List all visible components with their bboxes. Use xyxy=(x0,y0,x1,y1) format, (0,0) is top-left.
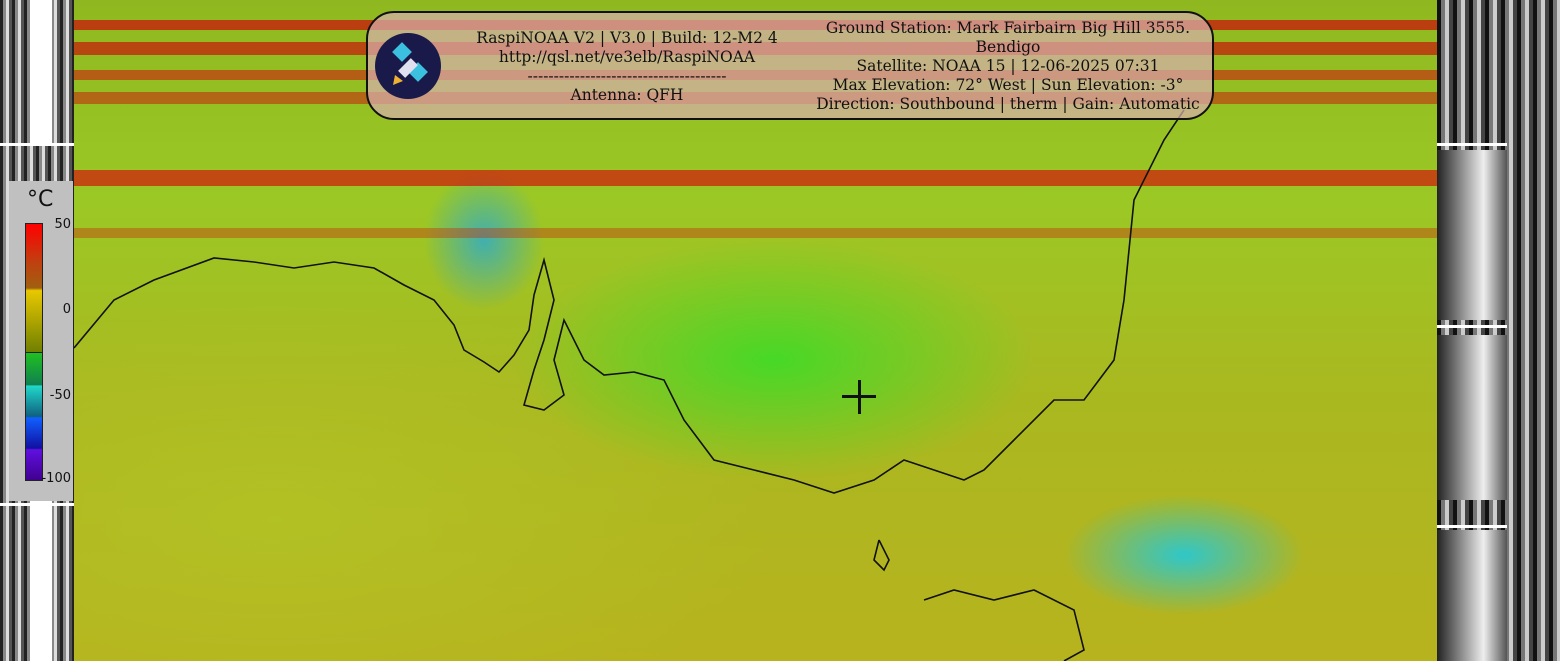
software-version: RaspiNOAA V2 | V3.0 | Build: 12-M2 4 xyxy=(476,29,778,47)
color-scale-lower xyxy=(25,352,43,481)
station-location: Bendigo xyxy=(975,38,1041,56)
satellite-icon xyxy=(375,33,441,99)
divider-line: -------------------------------------- xyxy=(527,67,727,85)
ground-station: Ground Station: Mark Fairbairn Big Hill … xyxy=(825,19,1191,37)
antenna-info: Antenna: QFH xyxy=(570,86,684,104)
crosshair-icon xyxy=(842,380,876,414)
project-url: http://qsl.net/ve3elb/RaspiNOAA xyxy=(498,48,756,66)
elevation-info: Max Elevation: 72° West | Sun Elevation:… xyxy=(832,76,1184,94)
satellite-pass: Satellite: NOAA 15 | 12-06-2025 07:31 xyxy=(856,57,1160,75)
tick-minus-100: -100 xyxy=(41,471,71,486)
tick-0: 0 xyxy=(62,302,71,317)
temperature-legend: °C 50 0 -50 -100 xyxy=(9,181,73,501)
coastline-overlay xyxy=(74,109,1185,661)
legend-unit: °C xyxy=(27,187,54,212)
tick-50: 50 xyxy=(54,217,71,232)
direction-info: Direction: Southbound | therm | Gain: Au… xyxy=(816,95,1200,113)
telemetry-strip-right xyxy=(1437,0,1560,661)
pass-info-overlay: RaspiNOAA V2 | V3.0 | Build: 12-M2 4 htt… xyxy=(366,11,1214,120)
tick-minus-50: -50 xyxy=(49,388,71,403)
